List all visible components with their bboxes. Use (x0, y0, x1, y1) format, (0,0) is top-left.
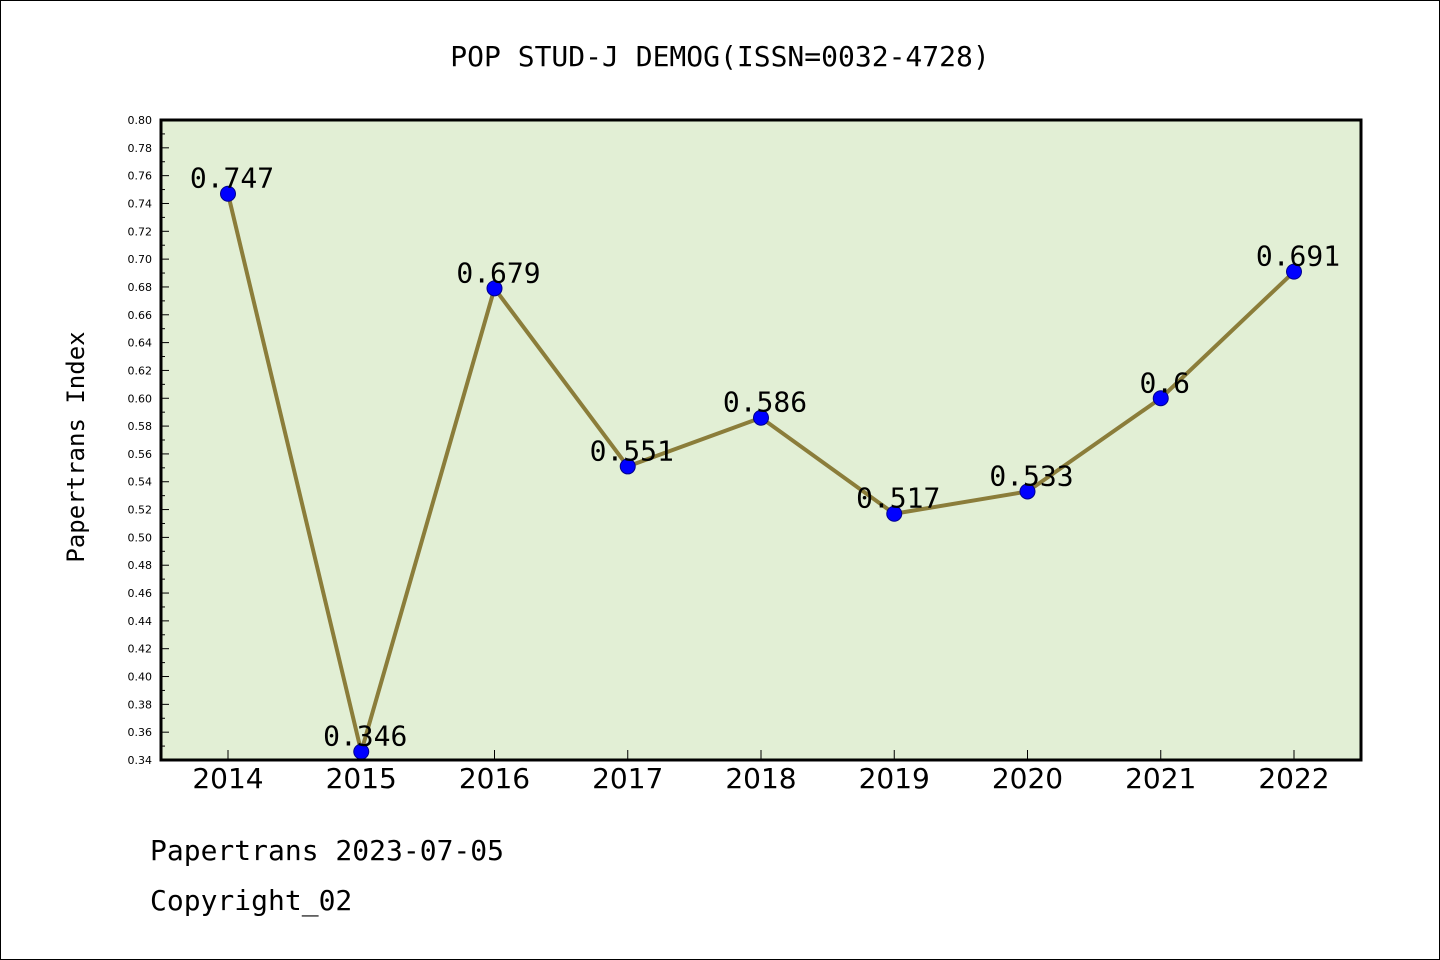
data-point (1286, 263, 1302, 280)
y-tick-label: 0.44 (128, 615, 153, 628)
y-axis: 0.34 0.36 0.38 0.40 0.42 0.44 0.46 0.48 0.50 0.52… (128, 114, 169, 767)
data-label: 0.586 (723, 386, 807, 419)
y-tick-label: 0.50 (128, 531, 153, 544)
data-label: 0.747 (190, 162, 274, 195)
chart-title: POP STUD-J DEMOG(ISSN=0032-4728) (450, 40, 989, 73)
data-point (1152, 390, 1169, 407)
x-tick-label: 2022 (1258, 762, 1329, 795)
y-tick-label: 0.70 (128, 253, 153, 266)
footer-date: Papertrans 2023-07-05 (150, 834, 505, 867)
footer-copyright: Copyright_02 (150, 884, 353, 917)
y-tick-label: 0.58 (128, 420, 153, 433)
y-tick-label: 0.38 (128, 698, 153, 711)
x-tick-label: 2014 (192, 762, 263, 795)
y-tick-label: 0.80 (128, 114, 153, 127)
y-axis-label: Papertrans Index (62, 331, 90, 562)
y-tick-label: 0.66 (128, 309, 153, 322)
data-labels: 0.747 0.346 0.679 0.551 0.586 0.517 0.533 0.6 0.… (190, 162, 1340, 753)
y-tick-label: 0.46 (128, 587, 153, 600)
data-point (619, 458, 636, 475)
y-tick-label: 0.52 (128, 504, 153, 517)
y-tick-label: 0.76 (128, 170, 153, 183)
y-tick-label: 0.40 (128, 671, 153, 684)
data-label: 0.551 (590, 434, 674, 467)
data-label: 0.517 (856, 482, 940, 515)
y-tick-label: 0.54 (128, 476, 153, 489)
data-point (220, 185, 236, 202)
data-label: 0.691 (1256, 240, 1340, 273)
data-point (486, 280, 503, 297)
y-tick-label: 0.42 (128, 643, 153, 656)
data-point (753, 409, 769, 426)
data-point (886, 505, 903, 522)
y-tick-label: 0.34 (128, 754, 153, 767)
y-tick-label: 0.64 (128, 337, 153, 350)
y-tick-label: 0.78 (128, 142, 153, 155)
data-label: 0.533 (989, 459, 1073, 492)
x-tick-label: 2020 (992, 762, 1063, 795)
x-axis: 2014 2015 2016 2017 2018 2019 2020 2021 2022 (192, 750, 1330, 795)
plot-border (159, 118, 1363, 762)
plot-area (161, 120, 1361, 760)
y-tick-label: 0.68 (128, 281, 153, 294)
x-tick-label: 2019 (859, 762, 930, 795)
y-tick-label: 0.56 (128, 448, 153, 461)
x-tick-label: 2021 (1125, 762, 1196, 795)
y-tick-label: 0.36 (128, 726, 153, 739)
y-tick-label: 0.72 (128, 225, 153, 238)
data-label: 0.6 (1139, 366, 1190, 399)
y-tick-label: 0.74 (128, 197, 153, 210)
x-tick-label: 2018 (725, 762, 796, 795)
series-line-group (220, 185, 1302, 760)
x-tick-label: 2017 (592, 762, 663, 795)
y-tick-label: 0.48 (128, 559, 153, 572)
data-label: 0.346 (323, 720, 407, 753)
data-point (1019, 483, 1036, 500)
x-tick-label: 2016 (459, 762, 530, 795)
y-tick-label: 0.62 (128, 364, 153, 377)
y-tick-label: 0.60 (128, 392, 153, 405)
data-label: 0.679 (456, 256, 540, 289)
x-tick-label: 2015 (326, 762, 397, 795)
